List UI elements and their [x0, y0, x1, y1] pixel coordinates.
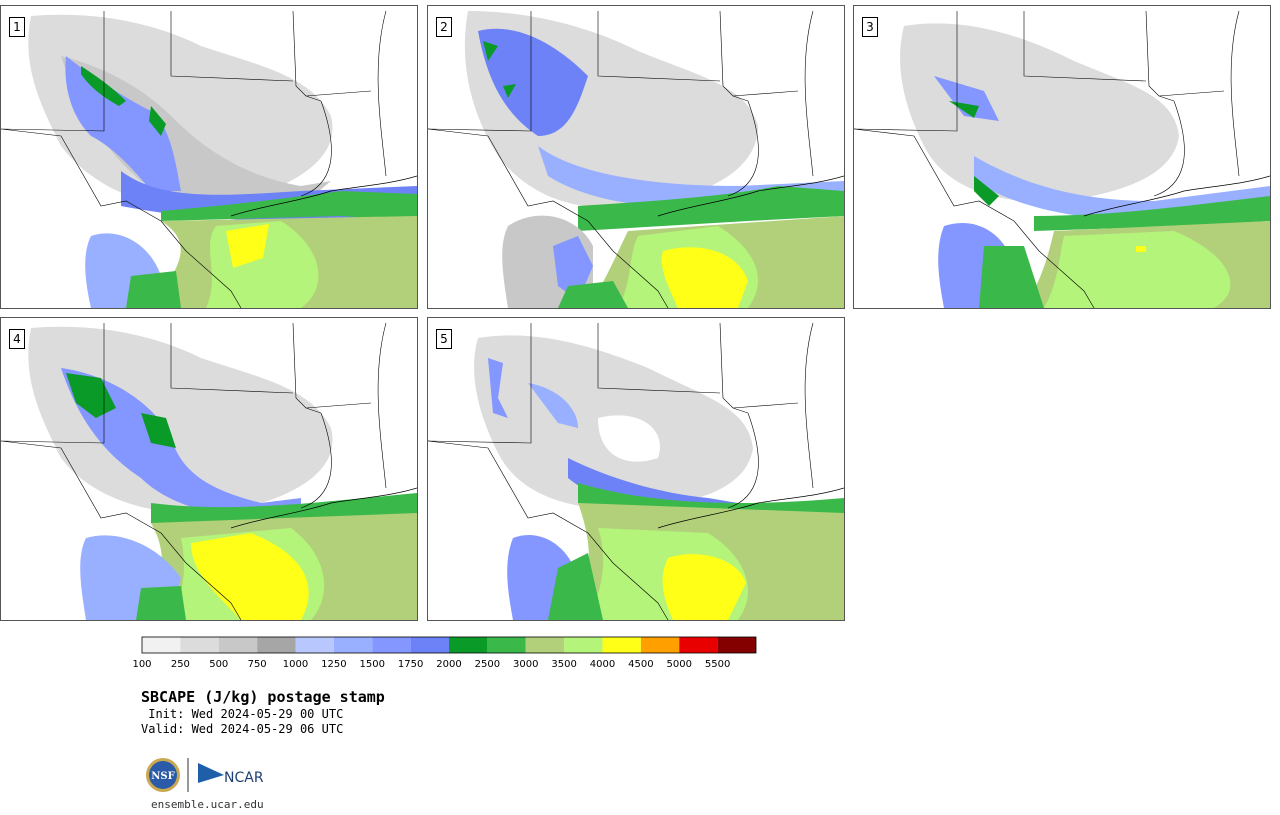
sbcape-colorbar	[141, 636, 757, 654]
member-label: 2	[436, 17, 452, 37]
colorbar-bin	[142, 637, 181, 653]
colorbar-bin	[449, 637, 488, 653]
sbcape-map-4	[1, 318, 417, 620]
sbcape-map-1	[1, 6, 417, 308]
colorbar-tick-label: 4500	[628, 659, 654, 670]
colorbar-bin	[487, 637, 526, 653]
colorbar-tick-label: 1750	[397, 659, 424, 670]
colorbar-tick-label: 250	[170, 659, 190, 670]
sbcape-map-2	[428, 6, 844, 308]
member-panel-2: 2	[427, 5, 845, 309]
colorbar-tick-label: 500	[209, 659, 229, 670]
colorbar-bin	[679, 637, 718, 653]
nsf-ncar-logos: NSF NCAR	[146, 758, 264, 792]
sbcape-map-3	[854, 6, 1270, 308]
member-label: 4	[9, 329, 25, 349]
ncar-logo-text: NCAR	[224, 770, 264, 786]
colorbar-bin	[333, 637, 373, 653]
colorbar-bin	[295, 637, 334, 653]
member-panel-1: 1	[0, 5, 418, 309]
colorbar-bin	[410, 637, 449, 653]
colorbar-tick-label: 5000	[666, 659, 692, 670]
valid-time: Valid: Wed 2024-05-29 06 UTC	[141, 722, 344, 736]
colorbar-tick-label: 1500	[359, 659, 385, 670]
member-label: 5	[436, 329, 452, 349]
colorbar-bin	[564, 637, 603, 653]
plot-title: SBCAPE (J/kg) postage stamp	[141, 688, 385, 706]
member-label: 3	[862, 17, 878, 37]
colorbar-tick-label: 5500	[704, 659, 731, 670]
colorbar-tick-label: 1000	[282, 659, 309, 670]
colorbar-tick-label: 100	[132, 659, 152, 670]
site-url: ensemble.ucar.edu	[151, 798, 264, 811]
colorbar-tick-label: 3000	[513, 659, 539, 670]
colorbar-tick-label: 1250	[321, 659, 347, 670]
member-panel-4: 4	[0, 317, 418, 621]
member-panel-3: 3	[853, 5, 1271, 309]
nsf-logo-text: NSF	[151, 771, 174, 782]
colorbar-tick-label: 2500	[474, 659, 501, 670]
member-panel-5: 5	[427, 317, 845, 621]
colorbar-bin	[640, 637, 680, 653]
member-label: 1	[9, 17, 25, 37]
colorbar-outline	[141, 636, 757, 654]
colorbar-bin	[717, 637, 756, 653]
colorbar-tick-label: 4000	[589, 659, 616, 670]
colorbar-tick-label: 750	[247, 659, 267, 670]
colorbar-tick-label: 2000	[436, 659, 462, 670]
colorbar-bin	[218, 637, 258, 653]
colorbar-bin	[525, 637, 565, 653]
colorbar-tick-label: 3500	[551, 659, 577, 670]
init-time: Init: Wed 2024-05-29 00 UTC	[141, 707, 344, 721]
colorbar-bin	[602, 637, 641, 653]
colorbar-bin	[180, 637, 219, 653]
colorbar-bin	[372, 637, 411, 653]
sbcape-map-5	[428, 318, 844, 620]
colorbar-bin	[257, 637, 296, 653]
